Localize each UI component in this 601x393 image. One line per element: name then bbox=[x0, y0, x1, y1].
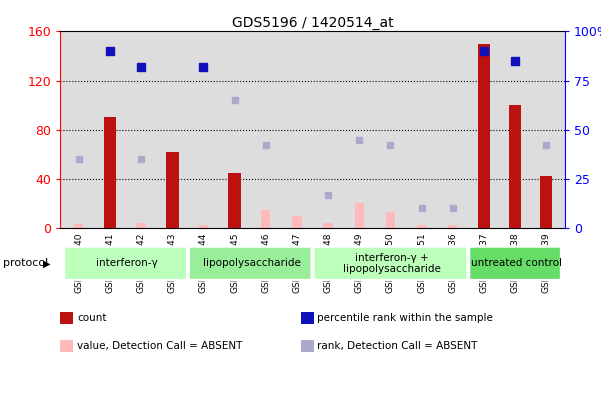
Bar bbox=[478, 44, 490, 228]
Bar bbox=[74, 224, 84, 228]
Bar bbox=[136, 223, 146, 228]
Bar bbox=[199, 226, 208, 228]
FancyBboxPatch shape bbox=[189, 247, 311, 280]
Bar bbox=[168, 226, 177, 228]
Text: lipopolysaccharide: lipopolysaccharide bbox=[203, 258, 300, 268]
Bar bbox=[386, 212, 395, 228]
Text: untreated control: untreated control bbox=[471, 258, 562, 268]
FancyBboxPatch shape bbox=[314, 247, 468, 280]
Bar bbox=[448, 226, 457, 228]
Text: protocol: protocol bbox=[3, 258, 48, 268]
Bar bbox=[540, 176, 552, 228]
Title: GDS5196 / 1420514_at: GDS5196 / 1420514_at bbox=[232, 17, 393, 30]
Text: count: count bbox=[77, 313, 106, 323]
Bar bbox=[292, 216, 302, 228]
Bar bbox=[355, 204, 364, 228]
Bar bbox=[509, 105, 521, 228]
Text: percentile rank within the sample: percentile rank within the sample bbox=[317, 313, 493, 323]
Text: rank, Detection Call = ABSENT: rank, Detection Call = ABSENT bbox=[317, 341, 478, 351]
Bar bbox=[542, 226, 551, 228]
FancyBboxPatch shape bbox=[64, 247, 187, 280]
Bar bbox=[479, 226, 489, 228]
Bar bbox=[104, 118, 116, 228]
Text: interferon-γ: interferon-γ bbox=[96, 258, 158, 268]
Text: interferon-γ +
lipopolysaccharide: interferon-γ + lipopolysaccharide bbox=[343, 253, 441, 274]
Bar bbox=[510, 226, 520, 228]
Bar bbox=[323, 223, 333, 228]
Bar bbox=[417, 226, 426, 228]
Bar bbox=[228, 173, 241, 228]
Bar bbox=[230, 185, 239, 228]
FancyBboxPatch shape bbox=[469, 247, 561, 280]
Bar bbox=[261, 209, 270, 228]
Text: value, Detection Call = ABSENT: value, Detection Call = ABSENT bbox=[77, 341, 242, 351]
Bar bbox=[105, 224, 115, 228]
Bar bbox=[166, 152, 178, 228]
Text: ▶: ▶ bbox=[43, 258, 50, 268]
